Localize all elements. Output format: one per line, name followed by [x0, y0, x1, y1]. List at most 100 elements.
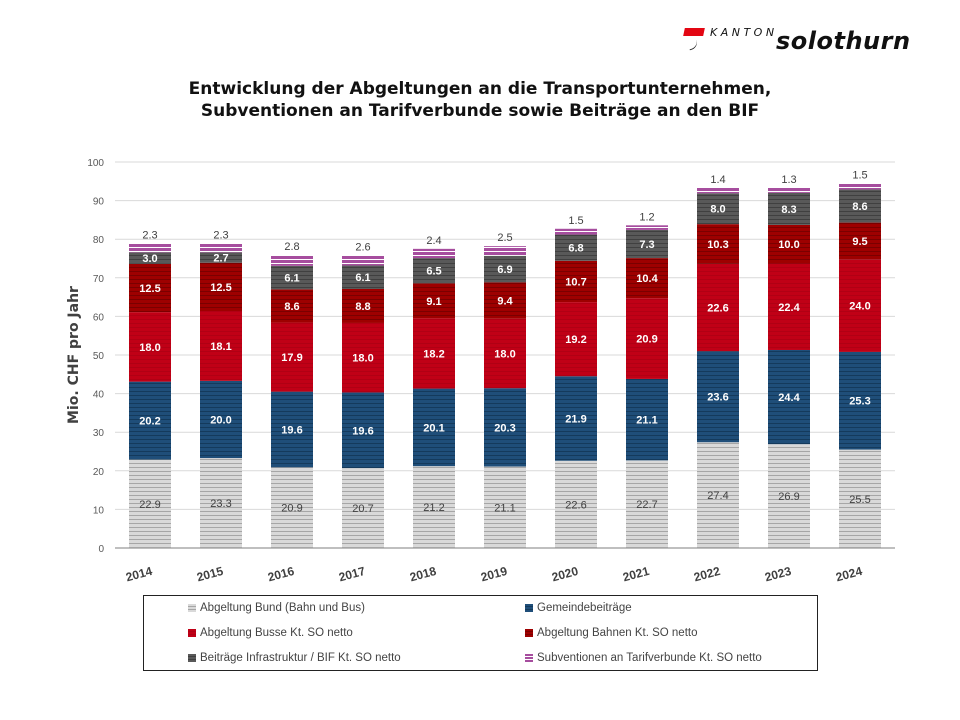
data-label: 10.7	[565, 276, 586, 288]
y-tick-label: 0	[98, 544, 104, 555]
bar-segment	[839, 183, 881, 190]
data-label: 22.6	[707, 303, 728, 315]
data-label: 6.8	[568, 243, 583, 255]
bar-segment	[697, 263, 739, 352]
legend-label: Subventionen an Tarifverbunde Kt. SO net…	[537, 652, 762, 664]
bar-segment	[271, 289, 313, 323]
data-label: 10.4	[636, 273, 658, 285]
data-label: 18.0	[494, 348, 515, 360]
bar-segment	[129, 243, 171, 253]
legend-label: Abgeltung Busse Kt. SO netto	[200, 627, 353, 639]
data-label: 12.5	[210, 282, 231, 294]
data-label: 2.4	[426, 235, 441, 247]
bar-segment	[271, 391, 313, 468]
legend-item: Abgeltung Bund (Bahn und Bus)	[188, 602, 365, 614]
bar-segment	[626, 258, 668, 299]
bar-segment	[768, 263, 810, 350]
legend-label: Abgeltung Bund (Bahn und Bus)	[200, 602, 365, 614]
logo-kanton-text: KANTON	[710, 26, 778, 39]
x-axis-ticks: 2014 2015 2016 2017 2018 2019 2020 2021 2022 2023…	[124, 564, 864, 585]
bar-segment	[839, 259, 881, 352]
data-label: 10.0	[778, 239, 799, 251]
bar-segment	[200, 252, 242, 263]
bar-segment	[200, 310, 242, 381]
bar-segment	[768, 187, 810, 193]
bar-segment	[484, 466, 526, 548]
bar-segment	[697, 187, 739, 194]
kanton-solothurn-logo: KANTON solothurn	[683, 24, 914, 55]
y-tick-label: 30	[93, 428, 105, 439]
x-tick-label: 2024	[834, 564, 864, 585]
y-tick-label: 40	[93, 390, 105, 401]
bar-segment	[413, 388, 455, 467]
bar-segment	[200, 262, 242, 311]
data-label: 19.6	[352, 425, 373, 437]
bar-segment	[342, 255, 384, 266]
bar-segment	[413, 283, 455, 319]
data-label: 2.7	[213, 253, 228, 265]
y-axis-label: Mio. CHF pro Jahr	[66, 286, 82, 424]
bar-segment	[555, 376, 597, 461]
bar-segment	[626, 225, 668, 230]
bar-segment	[342, 265, 384, 289]
legend-swatch-icon	[525, 654, 533, 662]
chart-title: Entwicklung der Abgeltungen an die Trans…	[0, 78, 960, 122]
data-label: 6.9	[497, 264, 512, 276]
bar-segment	[271, 467, 313, 548]
bar-segment	[413, 318, 455, 389]
bar-segment	[484, 388, 526, 467]
legend-swatch-icon	[525, 604, 533, 612]
data-label: 22.4	[778, 302, 800, 314]
data-label: 25.5	[849, 494, 870, 506]
bar-segment	[697, 224, 739, 264]
x-tick-label: 2016	[266, 564, 296, 585]
data-label: 24.0	[849, 301, 870, 313]
data-label: 6.1	[355, 272, 370, 284]
data-label: 23.3	[210, 498, 231, 510]
data-label: 12.5	[139, 283, 160, 295]
data-label: 1.5	[568, 215, 583, 227]
data-label: 2.8	[284, 241, 299, 253]
data-label: 9.1	[426, 296, 441, 308]
legend-item: Abgeltung Busse Kt. SO netto	[188, 627, 353, 639]
x-tick-label: 2021	[621, 564, 651, 585]
bar-segment	[342, 288, 384, 323]
bar-segment	[626, 229, 668, 259]
x-tick-label: 2022	[692, 564, 722, 585]
data-label: 20.0	[210, 414, 231, 426]
bar-segment	[768, 224, 810, 264]
bar-segment	[555, 260, 597, 303]
bar-segment	[484, 318, 526, 389]
bar-segment	[697, 442, 739, 548]
data-label: 10.3	[707, 239, 728, 251]
data-label: 9.4	[497, 296, 513, 308]
bar-segment	[768, 192, 810, 225]
bar-segment	[413, 248, 455, 259]
data-label: 17.9	[281, 352, 302, 364]
bar-segment	[697, 193, 739, 225]
x-tick-label: 2019	[479, 564, 509, 585]
bar-segment	[129, 263, 171, 313]
data-label: 1.5	[852, 170, 867, 182]
bar-segment	[271, 265, 313, 290]
legend-label: Beiträge Infrastruktur / BIF Kt. SO nett…	[200, 652, 401, 664]
data-label: 8.6	[284, 301, 299, 313]
bar-segment	[129, 252, 171, 264]
data-label: 18.0	[352, 353, 373, 365]
bar-segment	[200, 458, 242, 548]
data-label: 21.2	[423, 502, 444, 514]
bar-segment	[839, 449, 881, 548]
x-tick-label: 2018	[408, 564, 438, 585]
data-label: 1.3	[781, 174, 796, 186]
y-tick-label: 70	[93, 274, 105, 285]
data-label: 20.9	[636, 334, 657, 346]
data-label: 2.6	[355, 241, 370, 253]
legend-item: Gemeindebeiträge	[525, 602, 632, 614]
data-label: 23.6	[707, 392, 728, 404]
data-label: 8.8	[355, 301, 370, 313]
bar-segment	[768, 349, 810, 445]
data-label: 6.1	[284, 273, 299, 285]
data-label: 26.9	[778, 491, 799, 503]
legend-label: Abgeltung Bahnen Kt. SO netto	[537, 627, 698, 639]
